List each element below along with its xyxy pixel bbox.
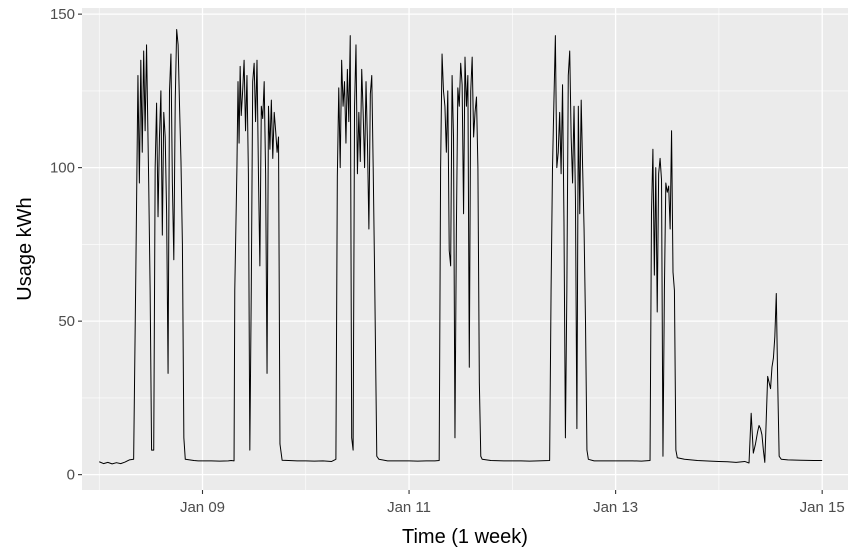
x-tick-label: Jan 09 <box>180 499 225 516</box>
x-tick-label: Jan 13 <box>593 499 638 516</box>
y-axis-title: Usage kWh <box>14 197 36 300</box>
usage-series-line <box>99 28 823 465</box>
x-tick-label: Jan 15 <box>800 499 845 516</box>
x-tick-label: Jan 11 <box>387 499 431 516</box>
y-tick-label: 150 <box>50 6 75 23</box>
x-axis: Jan 09 Jan 11 Jan 13 Jan 15 <box>180 490 845 516</box>
x-axis-title: Time (1 week) <box>402 526 528 548</box>
y-axis: 0 50 100 150 <box>50 6 82 484</box>
y-tick-label: 50 <box>58 313 75 330</box>
y-tick-label: 100 <box>50 160 75 177</box>
major-grid <box>82 8 848 490</box>
y-tick-label: 0 <box>67 467 75 484</box>
